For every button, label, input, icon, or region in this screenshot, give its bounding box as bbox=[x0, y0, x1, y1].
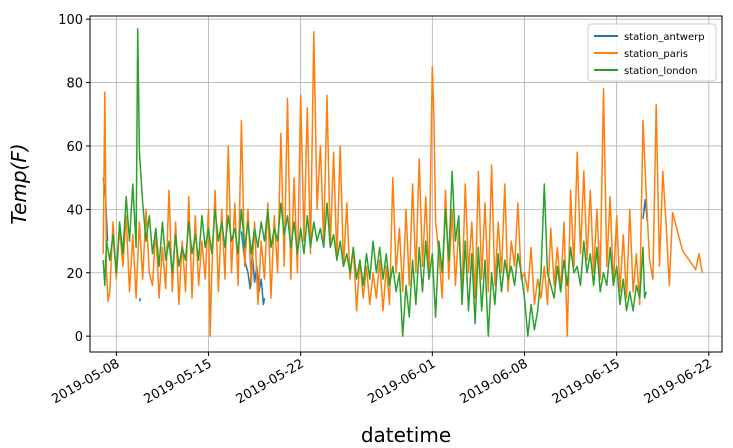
x-tick-label: 2019-06-01 bbox=[365, 356, 438, 407]
legend-label-station-antwerp: station_antwerp bbox=[624, 32, 705, 43]
x-tick-label: 2019-05-08 bbox=[49, 356, 122, 407]
series-line-station-antwerp bbox=[138, 297, 142, 302]
x-axis-label: datetime bbox=[361, 423, 451, 447]
x-tick-label: 2019-06-22 bbox=[642, 356, 715, 407]
x-tick-label: 2019-05-22 bbox=[234, 356, 307, 407]
y-tick-label: 40 bbox=[66, 203, 83, 218]
series-lines bbox=[102, 27, 704, 337]
y-tick-label: 60 bbox=[66, 140, 83, 155]
legend-box bbox=[587, 23, 717, 82]
y-tick-label: 20 bbox=[66, 267, 83, 282]
y-axis-ticks: 0 20 40 60 80 100 bbox=[58, 13, 90, 345]
x-tick-label: 2019-06-15 bbox=[550, 356, 623, 407]
series-line-station-paris bbox=[102, 31, 704, 337]
series-line-station-antwerp bbox=[240, 231, 266, 306]
legend-label-station-london: station_london bbox=[624, 66, 697, 77]
plot-frame bbox=[89, 15, 723, 353]
legend-label-station-paris: station_paris bbox=[624, 49, 688, 60]
y-tick-label: 80 bbox=[66, 77, 83, 92]
series-line-station-london bbox=[102, 27, 648, 337]
y-tick-label: 100 bbox=[58, 13, 83, 28]
x-axis-ticks: 2019-05-08 2019-05-15 2019-05-22 2019-06-01… bbox=[49, 352, 715, 407]
legend: station_antwerp station_paris station_lond… bbox=[587, 23, 717, 82]
x-tick-label: 2019-06-08 bbox=[458, 356, 531, 407]
y-tick-label: 0 bbox=[75, 330, 83, 345]
x-tick-label: 2019-05-15 bbox=[142, 356, 215, 407]
y-axis-label: Temp(F) bbox=[7, 143, 31, 224]
